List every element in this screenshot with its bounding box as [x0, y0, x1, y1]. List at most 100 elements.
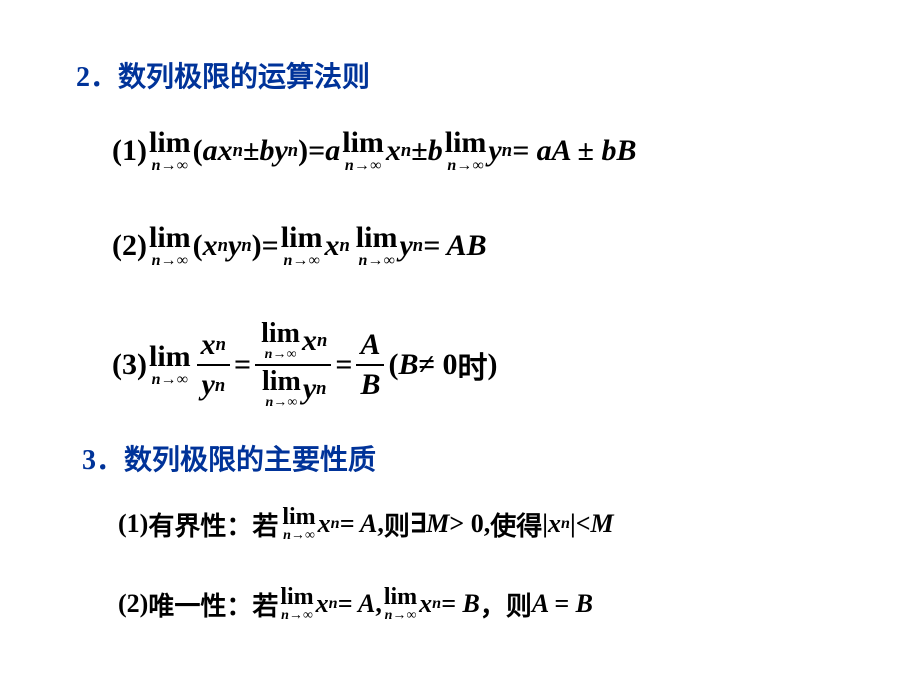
p2-then: 则: [506, 586, 532, 623]
p1-exists: ∃: [410, 509, 426, 539]
eq3-eq: =: [234, 348, 251, 382]
eq1-x: x: [218, 134, 233, 168]
p1-x2n: n: [561, 515, 570, 533]
eq3-frac1: x n y n: [197, 328, 230, 403]
eq1-pm2: ±: [411, 134, 427, 168]
lim-icon: lim n→∞: [384, 585, 417, 623]
p2-c2: ，: [480, 586, 506, 623]
lim-text: lim: [384, 585, 417, 609]
eq1-b2: b: [428, 134, 443, 168]
p2-x2: x: [419, 589, 432, 619]
lim-sub: n→∞: [385, 609, 417, 623]
lim-sub: n→∞: [281, 609, 313, 623]
section-2-heading: 2．数列极限的运算法则: [76, 55, 370, 95]
p2-xn: n: [329, 595, 338, 613]
lim-icon: lim n→∞: [149, 342, 191, 388]
eq1-xn: n: [233, 140, 243, 162]
eq3-c1: (: [388, 348, 398, 382]
eq3-eq2: =: [335, 348, 352, 382]
eq3-n2x: x: [302, 324, 317, 359]
eq1-y2n: n: [502, 140, 512, 162]
p1-then: 则: [384, 506, 410, 543]
lim-icon: lim n→∞: [149, 128, 191, 174]
lim-icon: lim n→∞: [261, 320, 300, 362]
eq1-rhs: = aA ± bB: [512, 134, 636, 168]
eq2-y2: y: [399, 229, 412, 263]
eq3-nx: x: [201, 328, 216, 363]
lim-text: lim: [149, 223, 191, 253]
eq2-lp: (: [193, 229, 203, 263]
p2-AB: A = B: [532, 589, 593, 619]
eq2-x: x: [203, 229, 218, 263]
eq3-A: A: [356, 328, 384, 363]
lim-icon: lim n→∞: [445, 128, 487, 174]
eq2-xn: n: [218, 235, 228, 257]
eq2-rp: ): [252, 229, 262, 263]
eq2-y2n: n: [413, 235, 423, 257]
p2-x2n: n: [432, 595, 441, 613]
eq1-b: b: [259, 134, 274, 168]
p1-st: 使得: [490, 506, 542, 543]
heading-2-text: 2．数列极限的运算法则: [76, 62, 370, 93]
eq2-x2: x: [324, 229, 339, 263]
eq1-rp: ): [298, 134, 308, 168]
eq3-frac3: A B: [356, 328, 384, 403]
lim-text: lim: [149, 342, 191, 372]
p1-M2: M: [591, 509, 614, 539]
eq3-n2n: n: [317, 330, 327, 351]
equation-2: (2) lim n→∞ ( x n y n ) = lim n→∞ x n li…: [112, 223, 487, 269]
p1-num: (1): [118, 509, 148, 539]
p1-abs2: |<: [570, 509, 591, 539]
lim-sub: n→∞: [265, 396, 297, 410]
lim-text: lim: [445, 128, 487, 158]
eq1-lp: (: [193, 134, 203, 168]
lim-icon: lim n→∞: [149, 223, 191, 269]
eq3-num: (3): [112, 348, 147, 382]
eq3-d2y: y: [303, 372, 316, 407]
lim-text: lim: [281, 223, 323, 253]
lim-sub: n→∞: [265, 348, 297, 362]
lim-icon: lim n→∞: [281, 223, 323, 269]
lim-icon: lim n→∞: [342, 128, 384, 174]
equation-1: (1) lim n→∞ ( a x n ± b y n ) = a lim n→…: [112, 128, 637, 174]
p1-xn: n: [331, 515, 340, 533]
lim-sub: n→∞: [152, 253, 188, 269]
eq3-c2: ≠ 0: [418, 348, 457, 382]
p1-x: x: [318, 509, 331, 539]
p2-c1: ,: [375, 589, 382, 619]
p2-eqA: = A: [338, 589, 376, 619]
eq1-pm: ±: [243, 134, 259, 168]
eq3-c3: 时: [457, 343, 487, 387]
p2-x: x: [316, 589, 329, 619]
eq1-y: y: [274, 134, 287, 168]
p1-x2: x: [548, 509, 561, 539]
lim-text: lim: [149, 128, 191, 158]
eq2-num: (2): [112, 229, 147, 263]
eq1-x2: x: [386, 134, 401, 168]
lim-text: lim: [262, 368, 301, 396]
lim-sub: n→∞: [358, 253, 394, 269]
eq3-dy: y: [201, 368, 214, 403]
eq3-d2n: n: [316, 378, 326, 399]
eq1-num: (1): [112, 134, 147, 168]
p2-eqB: = B: [441, 589, 480, 619]
lim-icon: lim n→∞: [282, 505, 315, 543]
lim-text: lim: [282, 505, 315, 529]
p1-label: 有界性：若: [148, 506, 278, 543]
eq2-eq: =: [262, 229, 279, 263]
lim-icon: lim n→∞: [356, 223, 398, 269]
p1-eqA: = A: [340, 509, 378, 539]
eq2-y: y: [228, 229, 241, 263]
eq1-x2n: n: [401, 140, 411, 162]
eq2-x2n: n: [339, 235, 349, 257]
lim-sub: n→∞: [152, 372, 188, 388]
property-1: (1) 有界性：若 lim n→∞ x n = A , 则 ∃ M > 0, 使…: [118, 505, 614, 543]
lim-text: lim: [356, 223, 398, 253]
p1-M: M: [426, 509, 449, 539]
p2-num: (2): [118, 589, 148, 619]
eq1-a: a: [203, 134, 218, 168]
lim-text: lim: [280, 585, 313, 609]
property-2: (2) 唯一性：若 lim n→∞ x n = A , lim n→∞ x n …: [118, 585, 593, 623]
p2-label: 唯一性：若: [148, 586, 278, 623]
lim-sub: n→∞: [283, 253, 319, 269]
